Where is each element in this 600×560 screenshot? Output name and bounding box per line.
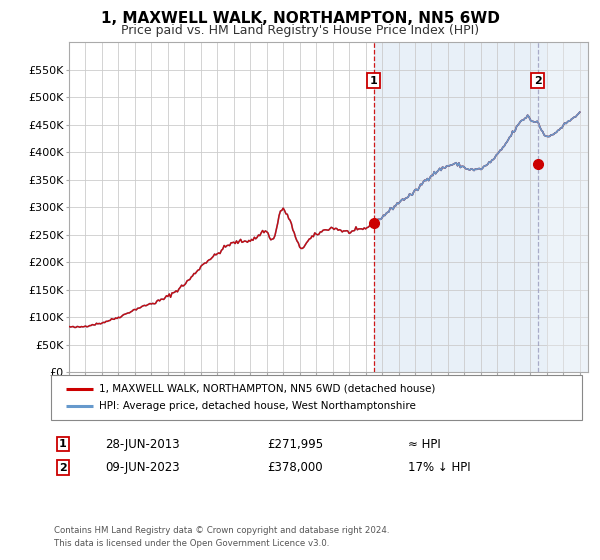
Bar xyxy=(547,42,588,372)
Text: £271,995: £271,995 xyxy=(267,437,323,451)
Text: £378,000: £378,000 xyxy=(267,461,323,474)
Text: 1, MAXWELL WALK, NORTHAMPTON, NN5 6WD (detached house): 1, MAXWELL WALK, NORTHAMPTON, NN5 6WD (d… xyxy=(99,384,436,394)
Text: 17% ↓ HPI: 17% ↓ HPI xyxy=(408,461,470,474)
Text: 28-JUN-2013: 28-JUN-2013 xyxy=(105,437,179,451)
Text: Price paid vs. HM Land Registry's House Price Index (HPI): Price paid vs. HM Land Registry's House … xyxy=(121,24,479,36)
Bar xyxy=(374,42,588,372)
Text: 2: 2 xyxy=(59,463,67,473)
Text: ≈ HPI: ≈ HPI xyxy=(408,437,441,451)
Text: 1: 1 xyxy=(59,439,67,449)
Bar xyxy=(547,42,588,372)
Text: 1: 1 xyxy=(370,76,377,86)
Text: Contains HM Land Registry data © Crown copyright and database right 2024.: Contains HM Land Registry data © Crown c… xyxy=(54,526,389,535)
Text: 2: 2 xyxy=(533,76,541,86)
Text: This data is licensed under the Open Government Licence v3.0.: This data is licensed under the Open Gov… xyxy=(54,539,329,548)
Text: 1, MAXWELL WALK, NORTHAMPTON, NN5 6WD: 1, MAXWELL WALK, NORTHAMPTON, NN5 6WD xyxy=(101,11,499,26)
Text: HPI: Average price, detached house, West Northamptonshire: HPI: Average price, detached house, West… xyxy=(99,401,416,411)
Text: 09-JUN-2023: 09-JUN-2023 xyxy=(105,461,179,474)
